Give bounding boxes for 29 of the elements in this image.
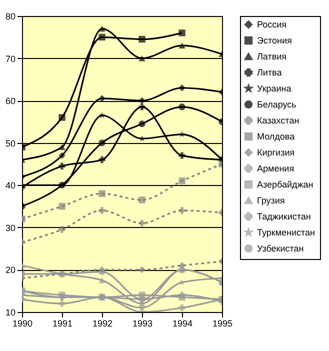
legend-label: Молдова [257, 132, 295, 142]
x-tick-label: 1992 [92, 318, 113, 328]
legend-label: Украина [257, 84, 292, 94]
x-tick-label: 1991 [52, 318, 73, 328]
legend-label: Таджикистан [257, 212, 311, 222]
legend-label: Киргизия [257, 148, 295, 158]
legend-label: Казахстан [257, 116, 300, 126]
legend-label: Эстония [257, 36, 292, 46]
legend-label: Узбекистан [257, 244, 304, 254]
x-tick-label: 1994 [172, 318, 193, 328]
y-tick-label: 80 [5, 12, 16, 22]
legend-label: Азербайджан [257, 180, 314, 190]
y-tick-label: 70 [5, 54, 16, 64]
legend-label: Литва [257, 68, 282, 78]
y-tick-label: 30 [5, 222, 16, 233]
legend-label: Армения [257, 164, 294, 174]
x-tick-label: 1995 [212, 318, 233, 328]
y-tick-label: 50 [5, 138, 16, 148]
y-tick-label: 10 [5, 308, 16, 318]
legend-label: Россия [257, 20, 287, 30]
y-tick-label: 20 [5, 265, 16, 276]
legend-label: Грузия [257, 196, 285, 206]
x-tick-label: 1993 [132, 318, 153, 328]
legend-label: Беларусь [257, 100, 297, 110]
y-tick-label: 60 [5, 96, 16, 106]
legend-label: Туркменистан [257, 228, 316, 238]
x-tick-label: 1990 [12, 318, 33, 328]
legend-label: Латвия [257, 52, 287, 62]
y-tick-label: 40 [5, 180, 16, 191]
